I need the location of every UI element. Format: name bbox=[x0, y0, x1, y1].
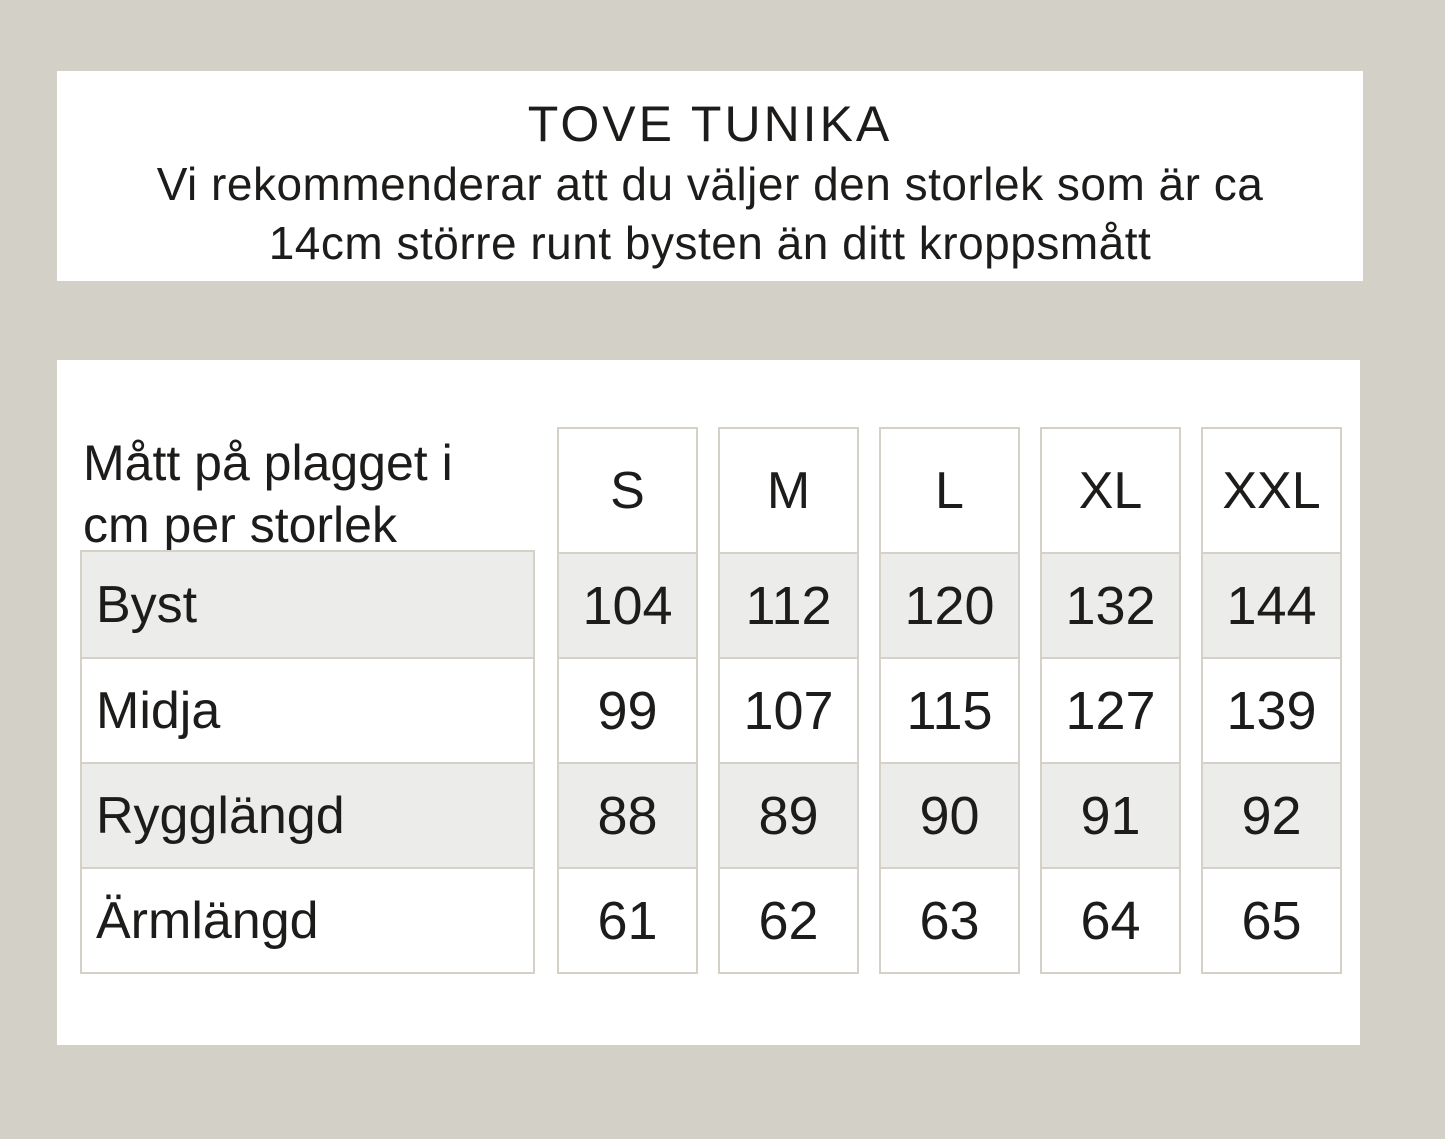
measurement-labels-column: Byst Midja Rygglängd Ärmlängd bbox=[80, 550, 535, 974]
row-label-byst: Byst bbox=[82, 552, 533, 657]
measurements-caption: Mått på plagget i cm per storlek bbox=[83, 432, 453, 556]
measurements-caption-line-2: cm per storlek bbox=[83, 497, 397, 553]
row-label-armlangd: Ärmlängd bbox=[82, 867, 533, 972]
product-title: TOVE TUNIKA bbox=[527, 96, 893, 152]
value-armlangd-s: 61 bbox=[559, 867, 696, 972]
size-column-l: L 120 115 90 63 bbox=[879, 427, 1020, 974]
row-label-rygglangd: Rygglängd bbox=[82, 762, 533, 867]
value-armlangd-m: 62 bbox=[720, 867, 857, 972]
measurements-caption-line-1: Mått på plagget i bbox=[83, 435, 453, 491]
value-byst-xxl: 144 bbox=[1203, 552, 1340, 657]
size-column-m: M 112 107 89 62 bbox=[718, 427, 859, 974]
value-rygglangd-s: 88 bbox=[559, 762, 696, 867]
value-byst-s: 104 bbox=[559, 552, 696, 657]
size-column-xxl: XXL 144 139 92 65 bbox=[1201, 427, 1342, 974]
size-column-s: S 104 99 88 61 bbox=[557, 427, 698, 974]
header-card: TOVE TUNIKA Vi rekommenderar att du välj… bbox=[57, 71, 1363, 281]
row-label-midja: Midja bbox=[82, 657, 533, 762]
size-header-l: L bbox=[935, 461, 964, 520]
value-midja-l: 115 bbox=[881, 657, 1018, 762]
size-header-s: S bbox=[610, 461, 645, 520]
value-byst-m: 112 bbox=[720, 552, 857, 657]
size-header-xl: XL bbox=[1078, 461, 1143, 520]
value-armlangd-xxl: 65 bbox=[1203, 867, 1340, 972]
value-midja-xxl: 139 bbox=[1203, 657, 1340, 762]
value-rygglangd-xxl: 92 bbox=[1203, 762, 1340, 867]
size-column-xl: XL 132 127 91 64 bbox=[1040, 427, 1181, 974]
size-recommendation-line-1: Vi rekommenderar att du väljer den storl… bbox=[156, 158, 1264, 210]
value-rygglangd-xl: 91 bbox=[1042, 762, 1179, 867]
value-rygglangd-l: 90 bbox=[881, 762, 1018, 867]
size-chart-card: Mått på plagget i cm per storlek Byst Mi… bbox=[57, 360, 1360, 1045]
size-header-m: M bbox=[766, 461, 811, 520]
size-recommendation-line-2: 14cm större runt bysten än ditt kroppsmå… bbox=[268, 217, 1152, 269]
value-rygglangd-m: 89 bbox=[720, 762, 857, 867]
value-armlangd-xl: 64 bbox=[1042, 867, 1179, 972]
value-byst-xl: 132 bbox=[1042, 552, 1179, 657]
value-midja-xl: 127 bbox=[1042, 657, 1179, 762]
value-byst-l: 120 bbox=[881, 552, 1018, 657]
value-armlangd-l: 63 bbox=[881, 867, 1018, 972]
value-midja-s: 99 bbox=[559, 657, 696, 762]
size-header-xxl: XXL bbox=[1222, 461, 1321, 520]
value-midja-m: 107 bbox=[720, 657, 857, 762]
